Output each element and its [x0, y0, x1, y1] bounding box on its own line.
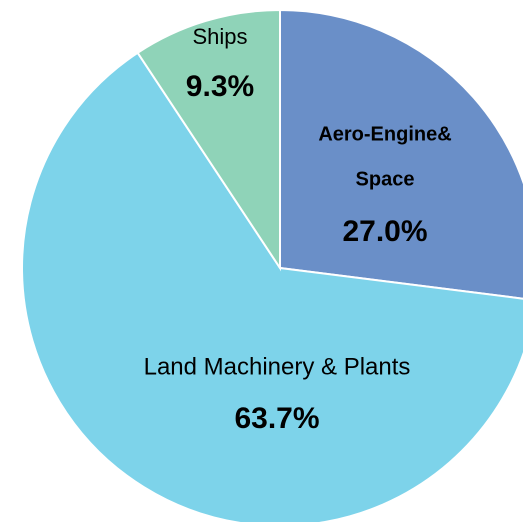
slice-label: Ships — [192, 24, 247, 49]
pie-slice — [279, 8, 523, 300]
slice-label: Aero-Engine& Space — [318, 124, 451, 191]
slice-label: Land Machinery & Plants — [144, 353, 411, 380]
pie-slice — [21, 51, 523, 522]
value-label: 9.3% — [186, 70, 254, 103]
value-label: 27.0% — [342, 215, 427, 248]
pie-slice — [136, 8, 281, 272]
value-label: 63.7% — [234, 402, 319, 435]
